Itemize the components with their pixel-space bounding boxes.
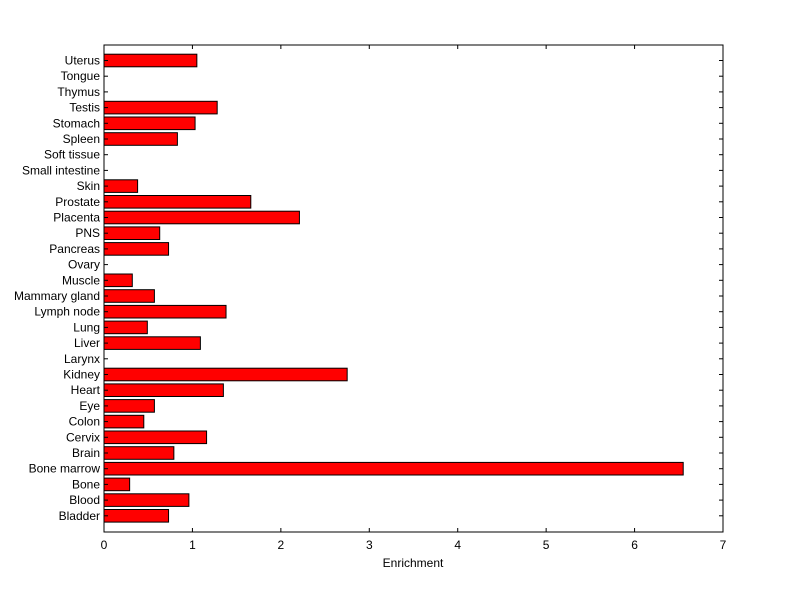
y-tick-label: Colon (69, 415, 100, 429)
y-tick-label: Prostate (55, 195, 100, 209)
y-tick-label: Kidney (63, 368, 100, 382)
x-tick-label: 7 (720, 538, 727, 552)
bar (103, 210, 300, 225)
bar (103, 53, 198, 68)
y-tick-label: Ovary (68, 258, 100, 272)
y-tick-label: Cervix (66, 430, 100, 444)
y-tick-label: PNS (75, 226, 100, 240)
bar (103, 195, 252, 209)
y-tick-label: Liver (74, 336, 100, 350)
y-tick-label: Heart (71, 383, 101, 397)
y-tick-label: Eye (79, 399, 100, 413)
y-tick-label: Bone marrow (29, 462, 101, 476)
bar (103, 226, 161, 240)
bar (103, 509, 170, 523)
y-tick-label: Blood (69, 493, 100, 507)
y-tick-label: Muscle (62, 273, 100, 287)
y-tick-label: Lung (73, 320, 100, 334)
y-tick-label: Bone (72, 477, 100, 491)
y-tick-label: Brain (72, 446, 100, 460)
y-tick-label: Skin (77, 179, 100, 193)
y-tick-label: Small intestine (22, 163, 100, 177)
x-tick-label: 2 (278, 538, 285, 552)
y-tick-label: Testis (69, 101, 100, 115)
y-tick-label: Thymus (57, 85, 100, 99)
y-tick-label: Lymph node (34, 305, 100, 319)
x-tick-label: 0 (101, 538, 108, 552)
bar (103, 242, 170, 256)
bar (103, 273, 133, 288)
x-tick-label: 3 (366, 538, 373, 552)
y-tick-label: Stomach (53, 116, 100, 130)
bar (103, 430, 208, 445)
y-tick-label: Spleen (63, 132, 100, 146)
bar (103, 179, 139, 193)
bar (103, 320, 148, 335)
bar (103, 383, 224, 397)
bar (103, 132, 178, 146)
y-tick-label: Tongue (61, 69, 101, 83)
bar (103, 446, 175, 460)
plot-area (103, 44, 724, 533)
bar (103, 304, 227, 319)
x-tick-label: 5 (543, 538, 550, 552)
x-tick-label: 1 (189, 538, 196, 552)
x-ticks-layer: 0 1 2 3 4 5 6 7 (101, 45, 727, 552)
bar (103, 100, 218, 115)
y-tick-label: Bladder (59, 509, 100, 523)
bar (103, 399, 155, 413)
y-tick-label: Uterus (65, 54, 100, 68)
bar (103, 461, 684, 476)
x-axis-label: Enrichment (383, 556, 444, 570)
x-tick-label: 6 (631, 538, 638, 552)
bar (103, 289, 155, 303)
y-tick-label: Pancreas (49, 242, 100, 256)
bar (103, 493, 190, 507)
y-tick-label: Larynx (64, 352, 100, 366)
bar (103, 336, 201, 350)
bar (103, 367, 348, 382)
bar (103, 414, 145, 429)
y-tick-label: Placenta (53, 211, 100, 225)
x-tick-label: 4 (454, 538, 461, 552)
y-tick-label: Mammary gland (14, 289, 100, 303)
y-tick-label: Soft tissue (44, 148, 100, 162)
bar (103, 116, 196, 131)
